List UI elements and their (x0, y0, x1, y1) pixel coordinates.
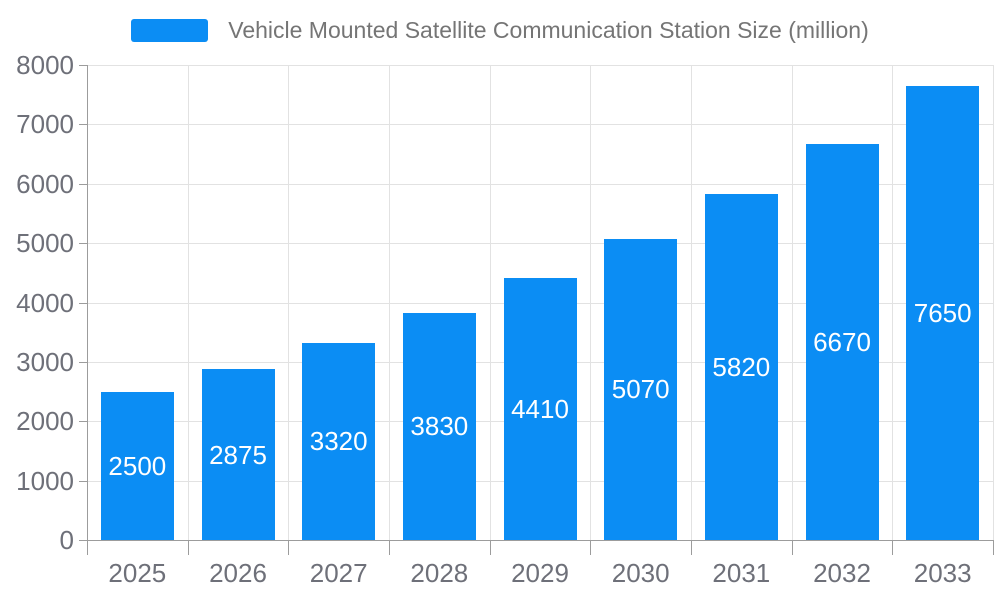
x-axis-label: 2026 (209, 558, 267, 588)
x-axis-tick (489, 540, 491, 555)
x-axis-label: 2033 (913, 558, 972, 588)
y-axis-label: 0 (59, 525, 74, 555)
y-axis-tick (79, 65, 87, 66)
x-axis-tick (691, 540, 692, 555)
y-axis-label: 8000 (16, 50, 74, 80)
x-axis-label: 2025 (108, 558, 167, 588)
gridline-horizontal (87, 243, 993, 245)
gridline-vertical (489, 65, 491, 540)
y-axis-tick (79, 124, 87, 126)
y-axis-tick (79, 421, 87, 423)
gridline-vertical (892, 65, 894, 540)
legend-label: Vehicle Mounted Satellite Communication … (228, 17, 869, 43)
gridline-horizontal (87, 183, 993, 185)
gridline-vertical (187, 65, 189, 540)
gridline-vertical (993, 65, 994, 540)
y-axis-label: 2000 (16, 406, 74, 437)
legend-swatch (131, 19, 209, 42)
y-axis-label: 6000 (16, 168, 74, 199)
x-axis-tick (993, 540, 994, 555)
gridline-horizontal (87, 65, 993, 66)
gridline-vertical (389, 65, 390, 540)
x-axis-tick (187, 540, 189, 555)
x-axis-label: 2028 (410, 558, 469, 588)
bar[interactable] (302, 342, 376, 540)
bar[interactable] (704, 194, 778, 540)
bar[interactable] (805, 143, 879, 540)
y-axis-line (87, 65, 88, 540)
gridline-vertical (288, 65, 290, 540)
bar[interactable] (604, 238, 678, 540)
x-axis-label: 2031 (712, 558, 771, 588)
gridline-vertical (691, 65, 692, 540)
y-axis-tick (79, 480, 87, 482)
x-axis-tick (892, 540, 894, 555)
x-axis-label: 2032 (813, 558, 871, 588)
x-axis-tick (389, 540, 390, 555)
y-axis-label: 4000 (16, 287, 74, 318)
bar[interactable] (402, 312, 476, 540)
gridline-vertical (791, 65, 793, 540)
gridline-horizontal (87, 124, 993, 126)
x-axis-line (87, 540, 993, 541)
bar[interactable] (906, 85, 980, 540)
bar[interactable] (503, 278, 577, 540)
x-axis-label: 2029 (511, 558, 569, 588)
y-axis-tick (79, 243, 87, 245)
x-axis-tick (791, 540, 793, 555)
y-axis-label: 1000 (16, 465, 74, 496)
gridline-vertical (590, 65, 592, 540)
y-axis-label: 5000 (16, 228, 74, 259)
x-axis-tick (590, 540, 592, 555)
y-axis-tick (79, 183, 87, 185)
y-axis-tick (79, 302, 87, 304)
y-axis-label: 7000 (16, 109, 74, 140)
x-axis-tick (87, 540, 88, 555)
bar[interactable] (100, 391, 174, 540)
x-axis-label: 2027 (309, 558, 368, 588)
legend-item[interactable]: Vehicle Mounted Satellite Communication … (0, 17, 1000, 44)
y-axis-label: 3000 (16, 346, 74, 377)
x-axis-tick (288, 540, 290, 555)
bar[interactable] (201, 369, 275, 540)
y-axis-tick (79, 540, 87, 541)
y-axis-tick (79, 361, 87, 363)
x-axis-label: 2030 (611, 558, 670, 588)
